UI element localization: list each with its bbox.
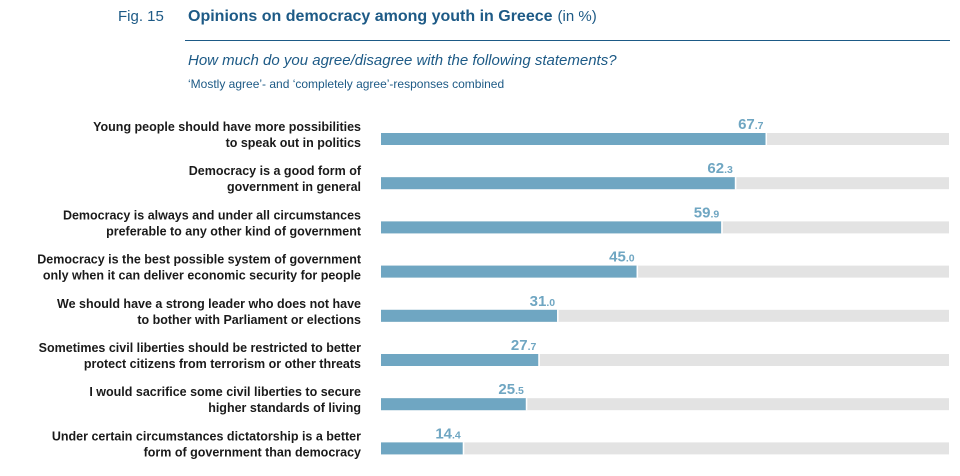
bar-value-integer: 25 [498,381,515,398]
bar-track [381,442,949,455]
bar-value-decimal: .0 [546,297,555,309]
figure-header: Fig. 15 Opinions on democracy among yout… [118,8,950,34]
bar-divider [538,354,540,366]
bar-value-label: 31.0 [530,293,556,310]
bar-value-decimal: .4 [452,429,461,441]
category-label: Democracy is the best possible system of… [37,253,362,267]
bar-value-decimal: .0 [626,253,635,265]
bar-value-label: 45.0 [609,249,635,266]
bar-value-label: 62.3 [707,160,733,177]
category-label: form of government than democracy [144,445,361,459]
bar [381,265,637,278]
category-label: Democracy is always and under all circum… [63,208,361,222]
bar-value-integer: 59 [694,204,711,221]
bar-value-integer: 31 [530,293,547,310]
category-label: Sometimes civil liberties should be rest… [39,341,361,355]
survey-question: How much do you agree/disagree with the … [188,52,617,69]
category-label: preferable to any other kind of governme… [106,224,362,238]
bar [381,442,463,455]
category-label: We should have a strong leader who does … [57,297,361,311]
bar-divider [636,265,639,278]
figure-unit: (in %) [557,8,597,25]
bar [381,309,558,322]
category-label: Democracy is a good form of [189,164,362,178]
figure-title-line: Fig. 15 Opinions on democracy among yout… [118,8,950,34]
bar-value-integer: 62 [707,160,724,177]
category-label: I would sacrifice some civil liberties t… [89,385,361,399]
bar-value-integer: 14 [435,425,452,442]
category-label: higher standards of living [208,401,361,415]
bar-value-decimal: .5 [515,385,524,397]
response-note: ‘Mostly agree’- and ‘completely agree’-r… [188,77,505,91]
figure-number: Fig. 15 [118,8,164,25]
bar-divider [734,177,737,190]
bar-value-label: 59.9 [694,204,720,221]
bar [381,354,539,366]
category-label: Young people should have more possibilit… [93,120,361,134]
bar-value-decimal: .9 [710,208,719,220]
category-label: protect citizens from terrorism or other… [84,357,361,371]
bar-value-integer: 67 [738,116,755,133]
bar-value-label: 14.4 [435,425,461,442]
title-rule [185,40,950,41]
bar [381,398,526,411]
bar-divider [557,309,559,322]
category-label: government in general [227,180,361,194]
bar-value-decimal: .7 [528,341,537,353]
category-label: to bother with Parliament or elections [137,313,361,327]
bar [381,177,735,190]
bar-value-label: 27.7 [511,337,537,354]
category-label: to speak out in politics [226,136,361,150]
bar-divider [721,221,723,234]
bar-value-decimal: .7 [755,120,764,132]
bar [381,133,766,145]
bar-value-integer: 45 [609,249,626,266]
bar [381,221,722,234]
category-label: only when it can deliver economic securi… [43,269,361,283]
bar-divider [462,442,465,455]
category-label: Under certain circumstances dictatorship… [52,429,361,443]
bar-divider [525,398,528,411]
bar-divider [765,133,768,145]
figure-title: Opinions on democracy among youth in Gre… [188,8,553,25]
bar-value-label: 67.7 [738,116,764,133]
bar-value-decimal: .3 [724,164,733,176]
bar-value-label: 25.5 [498,381,524,398]
bar-value-integer: 27 [511,337,528,354]
